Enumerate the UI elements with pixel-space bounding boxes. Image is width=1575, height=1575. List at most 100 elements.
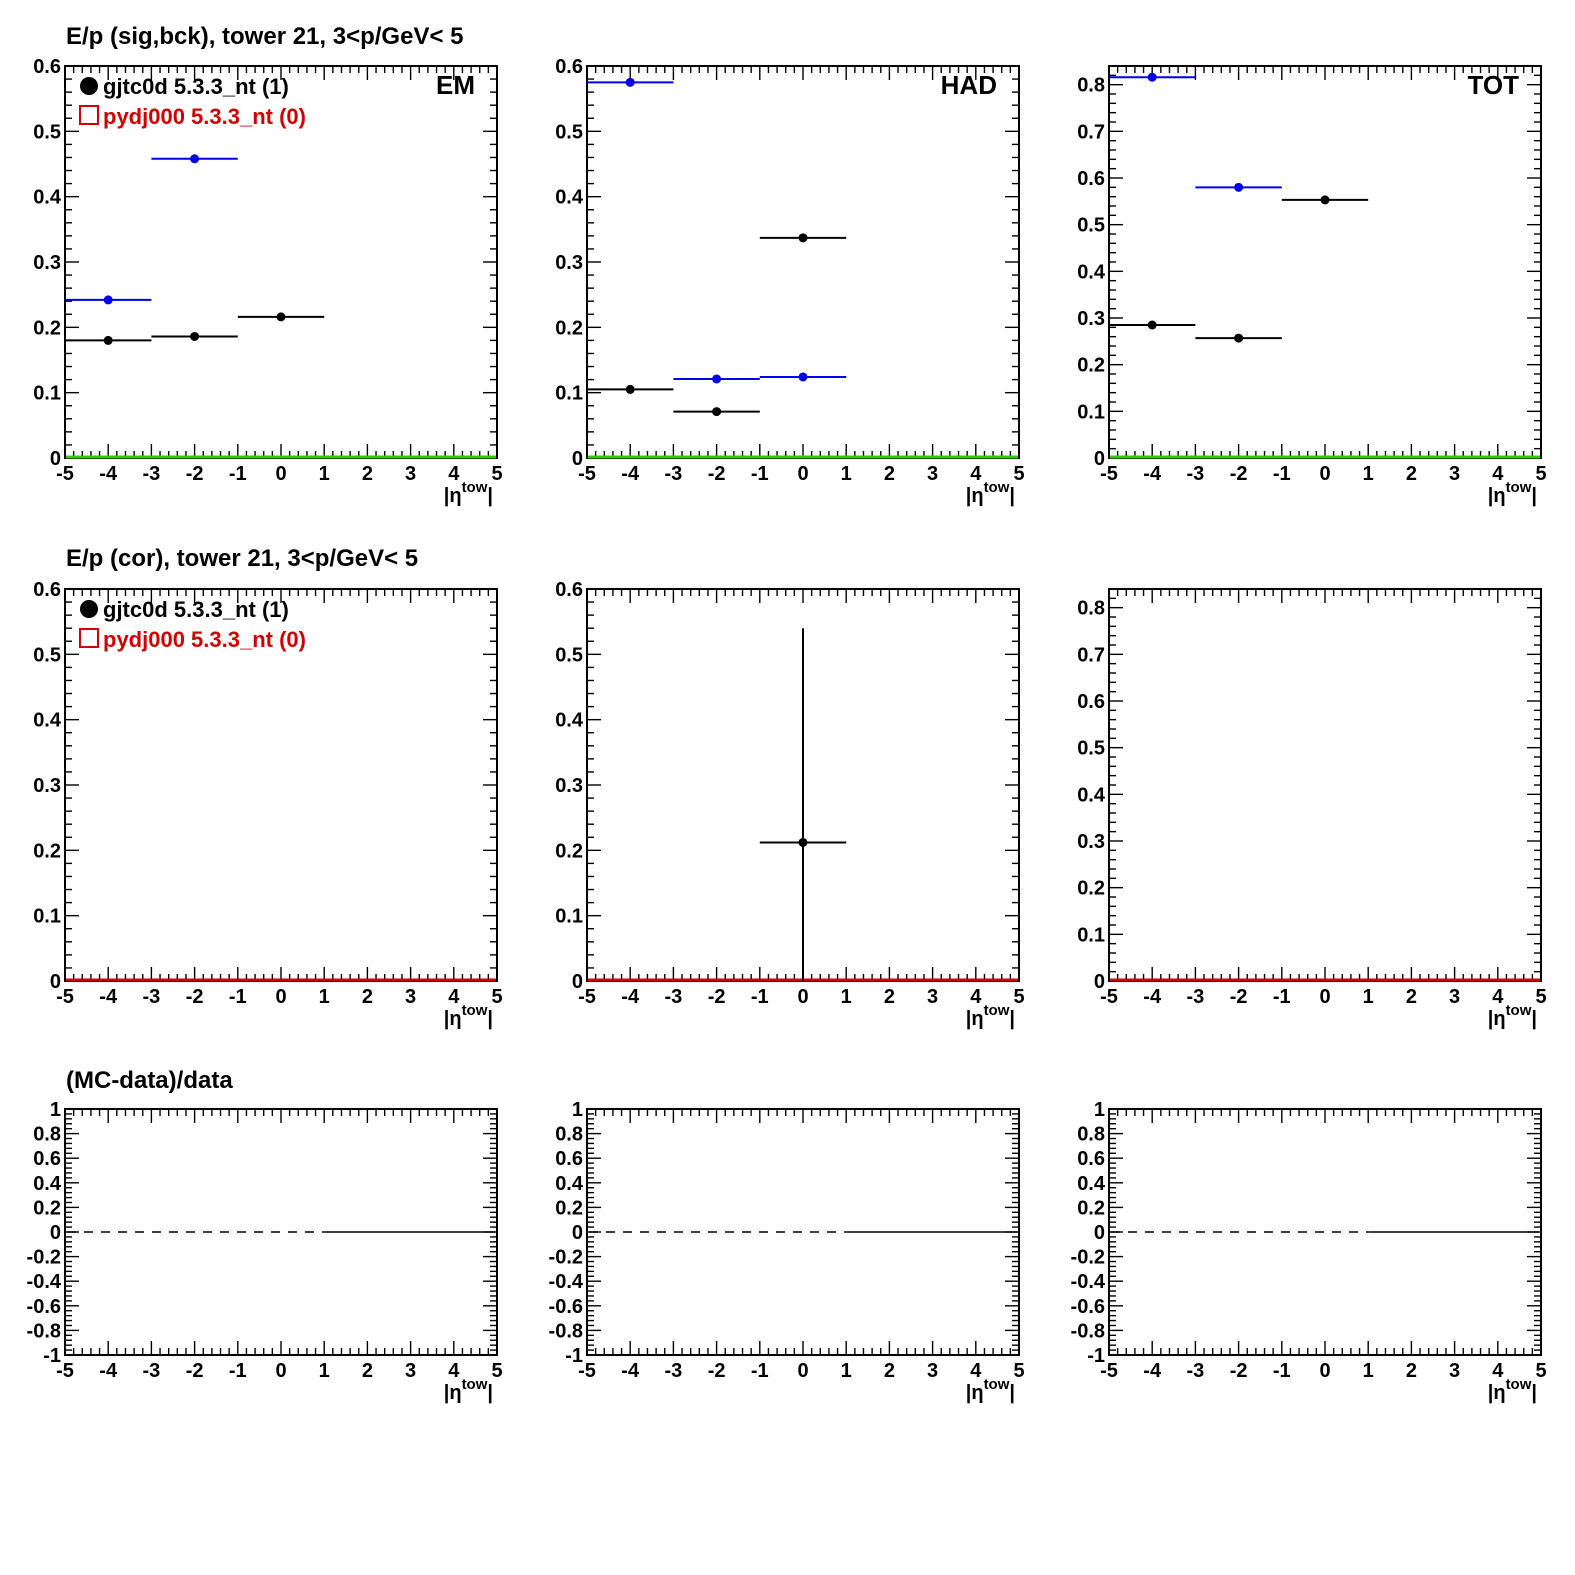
- y-tick-label: 0.4: [1077, 784, 1106, 806]
- x-tick-label: 2: [1406, 1360, 1417, 1382]
- plot-frame: [586, 65, 1020, 459]
- y-tick-label: 1: [1094, 1099, 1105, 1121]
- x-tick-label: -5: [56, 1360, 74, 1382]
- x-tick-label: -3: [1187, 463, 1205, 485]
- x-tick-label: -3: [665, 986, 683, 1008]
- x-tick-label: -4: [621, 986, 640, 1008]
- x-tick-label: 0: [275, 1360, 286, 1382]
- y-tick-label: 0.5: [33, 121, 61, 143]
- y-tick-label: 0.6: [555, 1148, 583, 1170]
- x-axis-label-sup: tow: [984, 1002, 1010, 1019]
- x-tick-label: 5: [1013, 1360, 1024, 1382]
- y-tick-label: 0.6: [1077, 1148, 1105, 1170]
- y-tick-label: 0.6: [1077, 691, 1105, 713]
- x-tick-label: 3: [405, 463, 416, 485]
- x-axis-label-main: |η: [444, 1008, 462, 1030]
- x-axis-label-close: |: [1009, 485, 1015, 507]
- x-tick-label: 3: [927, 986, 938, 1008]
- x-tick-label: 5: [1535, 986, 1546, 1008]
- y-tick-label: 0.3: [33, 775, 61, 797]
- x-tick-label: 5: [491, 1360, 502, 1382]
- x-tick-label: 2: [362, 986, 373, 1008]
- x-tick-label: 3: [405, 986, 416, 1008]
- panel-sigbck-em: -5 -4 -3 -2 -1 0 1 2 3 4 5|ηtow|00.10.20.30.40.50.…: [33, 56, 502, 507]
- x-axis-label: |ηtow|: [1488, 1376, 1537, 1404]
- x-tick-label: 4: [1492, 463, 1504, 485]
- legend-data-marker: [80, 600, 98, 618]
- x-tick-label: 0: [797, 1360, 808, 1382]
- x-tick-label: 2: [1406, 986, 1417, 1008]
- y-tick-label: -0.6: [1071, 1296, 1105, 1318]
- x-tick-label: 4: [448, 463, 460, 485]
- x-tick-label: -4: [621, 1360, 640, 1382]
- x-axis-label-sup: tow: [462, 479, 488, 496]
- x-tick-label: 4: [448, 1360, 460, 1382]
- y-tick-label: 0: [1094, 1222, 1105, 1244]
- x-tick-label: -1: [751, 1360, 769, 1382]
- y-tick-label: 0.6: [555, 56, 583, 78]
- x-axis-label-close: |: [1531, 1008, 1537, 1030]
- x-axis-label-sup: tow: [984, 479, 1010, 496]
- x-tick-label: 3: [405, 1360, 416, 1382]
- x-tick-label: 4: [970, 986, 982, 1008]
- x-tick-label: 5: [1535, 463, 1546, 485]
- x-tick-label: -4: [621, 463, 640, 485]
- panel-ratio-em: -5 -4 -3 -2 -1 0 1 2 3 4 5|ηtow|-1-0.8-0.6-0.4-0.2…: [27, 1099, 503, 1404]
- y-tick-label: 0.4: [33, 710, 62, 732]
- y-tick-label: 0.1: [33, 906, 61, 928]
- data-point: [1147, 320, 1157, 330]
- panel-sigbck-had: -5 -4 -3 -2 -1 0 1 2 3 4 5|ηtow|00.10.20.30.40.50.…: [555, 56, 1024, 507]
- y-tick-label: 0.6: [555, 579, 583, 601]
- y-tick-label: -0.4: [27, 1271, 62, 1293]
- x-axis-label-close: |: [1009, 1382, 1015, 1404]
- y-tick-label: 0.3: [33, 252, 61, 274]
- panel-sigbck-tot: -5 -4 -3 -2 -1 0 1 2 3 4 5|ηtow|00.10.20.30.40.50.…: [1077, 65, 1547, 507]
- y-tick-label: 0.1: [555, 383, 583, 405]
- x-tick-label: -1: [1273, 986, 1291, 1008]
- panel-cor-tot: -5 -4 -3 -2 -1 0 1 2 3 4 5|ηtow|00.10.20.30.40.50.…: [1077, 588, 1547, 1030]
- y-tick-label: -0.2: [1071, 1247, 1105, 1269]
- x-axis-label-close: |: [1531, 1382, 1537, 1404]
- x-tick-label: 3: [927, 1360, 938, 1382]
- data-point: [1234, 333, 1244, 343]
- y-tick-label: 0.5: [555, 644, 583, 666]
- x-tick-label: 3: [1449, 986, 1460, 1008]
- panel-ratio-had: -5 -4 -3 -2 -1 0 1 2 3 4 5|ηtow|-1-0.8-0.6-0.4-0.2…: [549, 1099, 1025, 1404]
- y-tick-label: 0.1: [33, 383, 61, 405]
- y-tick-label: -0.2: [549, 1247, 583, 1269]
- x-tick-label: -4: [1143, 463, 1162, 485]
- x-tick-label: -2: [1230, 986, 1248, 1008]
- y-tick-label: 0.2: [33, 840, 61, 862]
- x-tick-label: -2: [186, 986, 204, 1008]
- y-tick-label: 0.1: [1077, 924, 1105, 946]
- y-tick-label: 0.2: [1077, 1197, 1105, 1219]
- x-tick-label: 0: [1319, 463, 1330, 485]
- x-axis-label: |ηtow|: [966, 1376, 1015, 1404]
- data-point: [1320, 195, 1330, 205]
- y-tick-label: -0.6: [549, 1296, 583, 1318]
- y-tick-label: 0.3: [1077, 308, 1105, 330]
- y-tick-label: 0.6: [33, 1148, 61, 1170]
- x-tick-label: 0: [275, 463, 286, 485]
- y-tick-label: 0.2: [555, 840, 583, 862]
- x-tick-label: -4: [1143, 1360, 1162, 1382]
- panel-ratio-tot: -5 -4 -3 -2 -1 0 1 2 3 4 5|ηtow|-1-0.8-0.6-0.4-0.2…: [1071, 1099, 1547, 1404]
- y-tick-label: 0.2: [1077, 878, 1105, 900]
- x-tick-label: 1: [1363, 986, 1374, 1008]
- legend-data-marker: [80, 77, 98, 95]
- y-tick-label: 0.5: [1077, 738, 1105, 760]
- legend-data-label: gjtc0d 5.3.3_nt (1): [103, 74, 289, 99]
- x-tick-label: -5: [578, 463, 596, 485]
- x-tick-label: 1: [319, 1360, 330, 1382]
- x-tick-label: -2: [708, 1360, 726, 1382]
- y-tick-label: 0.4: [33, 1173, 62, 1195]
- x-tick-label: 0: [797, 463, 808, 485]
- y-tick-label: -0.8: [1071, 1320, 1105, 1342]
- x-tick-label: 4: [970, 463, 982, 485]
- x-tick-label: -5: [56, 986, 74, 1008]
- data-point: [625, 384, 635, 394]
- x-axis-label-close: |: [1009, 1008, 1015, 1030]
- x-tick-label: 5: [491, 986, 502, 1008]
- data-point: [798, 837, 808, 847]
- x-axis-label-sup: tow: [984, 1376, 1010, 1393]
